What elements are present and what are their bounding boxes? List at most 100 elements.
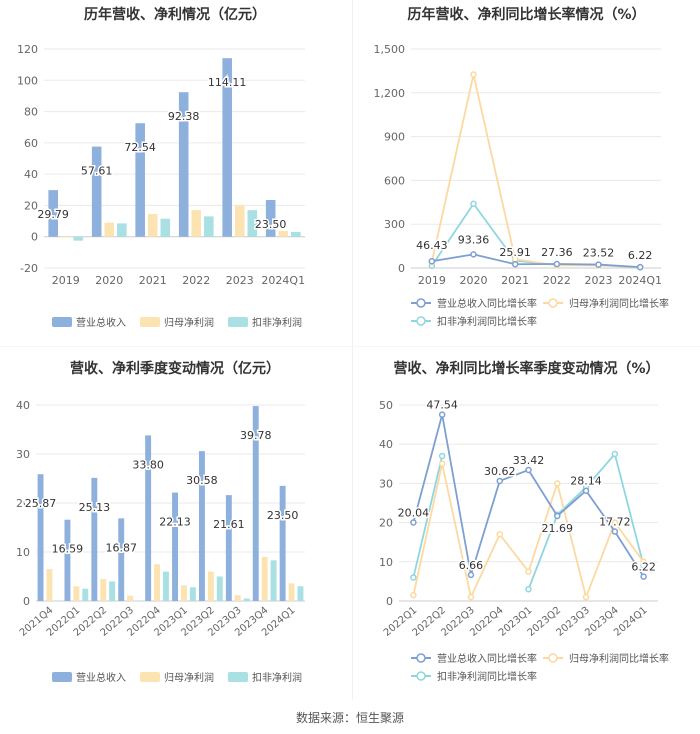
bar xyxy=(91,146,102,237)
data-point xyxy=(636,263,644,271)
data-point xyxy=(595,261,602,268)
data-label: 20.04 xyxy=(398,506,430,519)
bar xyxy=(225,495,232,601)
legend-swatch xyxy=(228,317,248,327)
legend-label: 归母净利润 xyxy=(164,671,214,684)
data-point xyxy=(470,251,477,258)
bar xyxy=(243,598,250,601)
legend-swatch xyxy=(140,317,160,327)
x-tick-label: 2023 xyxy=(226,274,254,287)
data-point xyxy=(582,487,590,494)
bar xyxy=(60,236,71,238)
y-tick-label: -20 xyxy=(20,262,38,275)
bar xyxy=(73,236,84,241)
legend-marker xyxy=(416,298,426,308)
data-point xyxy=(496,531,503,538)
bar xyxy=(37,474,44,601)
data-point xyxy=(582,593,590,601)
data-label: 25.13 xyxy=(79,501,111,514)
y-tick-label: 0 xyxy=(23,595,30,608)
data-point xyxy=(525,466,532,474)
data-label: 6.22 xyxy=(631,561,656,574)
data-point xyxy=(470,200,477,208)
y-tick-label: 1,200 xyxy=(374,87,406,100)
annual-growth-chart: 0 300 600 900 1,200 1,500 2019 2020 2021 2022 2023… xyxy=(374,43,670,328)
bar xyxy=(204,216,214,237)
horizontal-divider xyxy=(0,346,700,347)
data-label: 114.11 xyxy=(208,76,247,89)
bar xyxy=(136,601,143,602)
data-label: 21.69 xyxy=(542,522,574,535)
data-label: 39.78 xyxy=(240,429,272,442)
bar xyxy=(247,210,258,237)
series-line xyxy=(412,414,645,578)
data-label: 25.87 xyxy=(25,497,57,510)
quarterly-growth-chart: 010203040502022Q12022Q22022Q32022Q42023Q… xyxy=(379,397,669,683)
data-point xyxy=(511,260,519,268)
x-tick-label: 2020 xyxy=(460,274,488,287)
data-source: 数据来源：恒生聚源 xyxy=(295,711,404,725)
bar xyxy=(160,218,171,237)
bar xyxy=(154,564,161,601)
data-label: 92.38 xyxy=(168,110,200,123)
data-point xyxy=(410,519,417,526)
annual-revenue-profit-chart: -20 0 20 40 60 80 100 120 2019 29.79 2020 57.61 2021… xyxy=(17,43,305,329)
bar xyxy=(270,560,277,601)
data-label: 23.50 xyxy=(267,509,299,522)
data-point xyxy=(554,512,561,520)
data-label: 30.58 xyxy=(186,474,218,487)
y-tick-label: 20 xyxy=(16,497,30,510)
y-tick-label: 600 xyxy=(384,174,405,187)
panel-annual-growth: 历年营收、净利同比增长率情况（%） 0 300 600 900 1,200 1,500 20… xyxy=(353,0,700,345)
data-label: 6.22 xyxy=(628,249,653,262)
legend-label: 扣非净利润同比增长率 xyxy=(437,670,537,683)
data-point xyxy=(611,519,619,526)
bar xyxy=(163,571,169,601)
bar xyxy=(234,205,245,237)
data-point xyxy=(525,568,532,575)
legend-label: 扣非净利润 xyxy=(252,316,302,329)
bar xyxy=(265,199,276,237)
data-point xyxy=(438,411,446,418)
y-tick-label: 900 xyxy=(384,131,405,144)
y-tick-label: 60 xyxy=(24,137,38,150)
panel-annual-revenue-profit: 历年营收、净利情况（亿元） -20 0 20 40 60 80 100 120 2019 29.7… xyxy=(0,0,350,345)
y-tick-label: 0 xyxy=(31,231,38,244)
y-tick-label: 40 xyxy=(24,168,38,181)
data-label: 29.79 xyxy=(37,208,69,221)
data-label: 22.13 xyxy=(159,516,191,529)
bar xyxy=(288,583,295,601)
data-point xyxy=(611,528,619,535)
x-tick-label: 2020 xyxy=(95,274,123,287)
bar xyxy=(73,586,80,601)
bar xyxy=(145,435,152,601)
bar xyxy=(189,587,196,601)
bar xyxy=(178,92,189,237)
data-label: 93.36 xyxy=(458,233,490,246)
chart-title: 营收、净利同比增长率季度变动情况（%） xyxy=(393,361,660,377)
bar xyxy=(118,518,125,601)
y-tick-label: 40 xyxy=(379,438,393,451)
bar xyxy=(297,586,304,601)
x-tick-label: 2022 xyxy=(543,274,571,287)
bar xyxy=(207,571,214,601)
data-label: 17.72 xyxy=(599,516,631,529)
data-point xyxy=(410,591,417,599)
legend-label: 营业总收入 xyxy=(76,671,126,684)
y-tick-label: 0 xyxy=(386,595,393,608)
legend-marker xyxy=(416,653,426,663)
data-point xyxy=(467,571,475,579)
panel-quarterly-growth: 营收、净利同比增长率季度变动情况（%） 0 10 20 30 40 50 2022Q1 202… xyxy=(353,350,700,700)
vertical-divider xyxy=(352,0,353,700)
legend-label: 扣非净利润 xyxy=(252,671,302,684)
legend-swatch xyxy=(140,672,160,682)
y-tick-label: 30 xyxy=(16,448,30,461)
x-tick-label: 2022 xyxy=(182,274,210,287)
bar xyxy=(198,451,205,601)
bar xyxy=(64,519,71,601)
bar xyxy=(291,232,301,237)
legend-swatch xyxy=(228,672,248,682)
x-tick-label: 2023 xyxy=(585,274,613,287)
data-label: 72.54 xyxy=(124,141,156,154)
data-label: 28.14 xyxy=(570,475,602,488)
